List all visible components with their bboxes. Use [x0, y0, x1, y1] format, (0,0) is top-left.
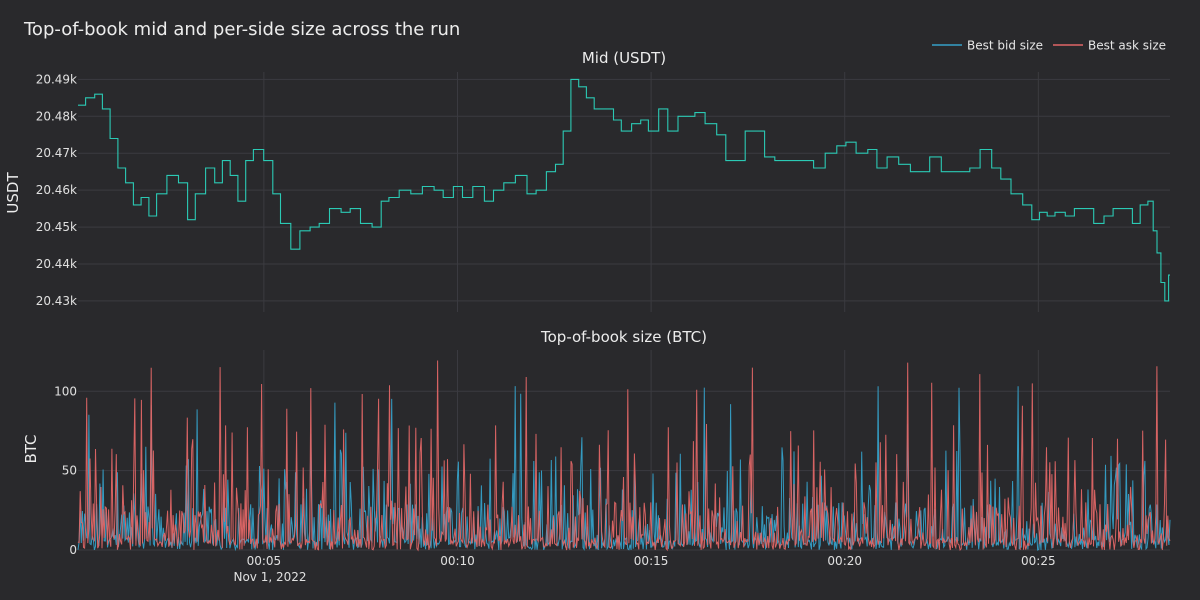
size-y-ticks: 0 50 100 [54, 384, 77, 557]
size-y-axis-title: BTC [22, 434, 40, 463]
size-y-tick-label: 100 [54, 384, 77, 398]
legend-label-bid[interactable]: Best bid size [967, 39, 1043, 53]
mid-y-tick-label: 20.48k [36, 109, 77, 123]
mid-y-tick-label: 20.46k [36, 183, 77, 197]
mid-y-ticks: 20.43k 20.44k 20.45k 20.46k 20.47k 20.48k 20.4… [36, 72, 77, 308]
x-axis-date-label: Nov 1, 2022 [233, 570, 306, 584]
size-y-tick-label: 0 [69, 543, 77, 557]
legend-label-ask[interactable]: Best ask size [1088, 39, 1166, 53]
mid-gridlines [78, 72, 1170, 312]
x-tick-label: 00:10 [440, 554, 475, 568]
size-y-tick-label: 50 [62, 464, 77, 478]
mid-panel: Mid (USDT) 20.43k 20.44k 20.45k 20.46k 20.47… [4, 49, 1170, 312]
x-tick-label: 00:05 [247, 554, 282, 568]
x-tick-label: 00:20 [827, 554, 862, 568]
x-axis-ticks: 00:05 00:10 00:15 00:20 00:25 [247, 554, 1056, 568]
mid-series-line [78, 78, 1170, 302]
ask-size-series-line [77, 360, 1171, 552]
chart-title: Top-of-book mid and per-side size across… [23, 19, 460, 40]
mid-y-tick-label: 20.49k [36, 72, 77, 86]
mid-y-tick-label: 20.47k [36, 146, 77, 160]
x-tick-label: 00:25 [1021, 554, 1056, 568]
mid-y-tick-label: 20.43k [36, 294, 77, 308]
x-tick-label: 00:15 [634, 554, 669, 568]
mid-y-tick-label: 20.45k [36, 220, 77, 234]
mid-panel-subtitle: Mid (USDT) [582, 49, 666, 67]
legend[interactable]: Best bid size Best ask size [932, 39, 1166, 53]
size-panel: Top-of-book size (BTC) 0 50 100 BTC [22, 328, 1171, 557]
mid-y-axis-title: USDT [4, 172, 22, 214]
mid-y-tick-label: 20.44k [36, 257, 77, 271]
size-panel-subtitle: Top-of-book size (BTC) [540, 328, 707, 346]
